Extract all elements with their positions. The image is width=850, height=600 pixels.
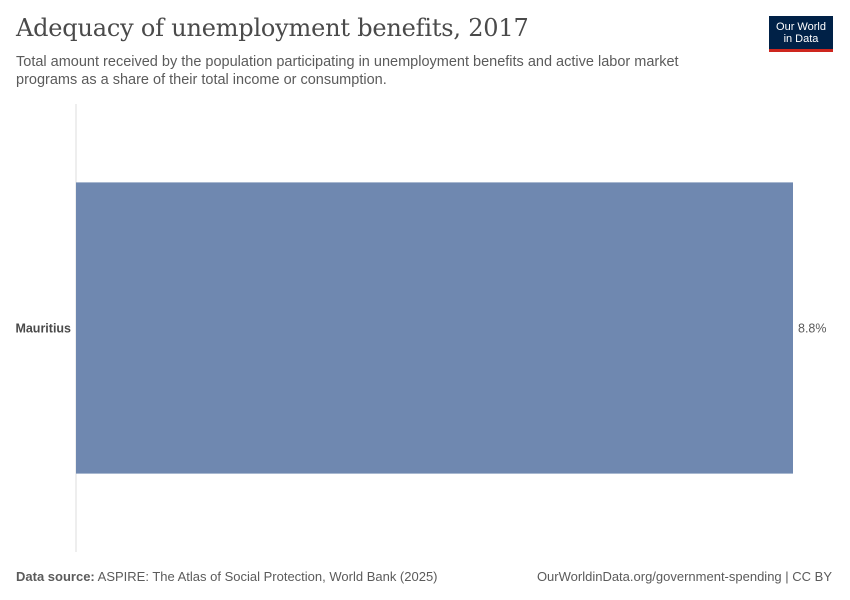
logo-line-2: in Data <box>783 32 819 45</box>
footer-url[interactable]: OurWorldinData.org/government-spending |… <box>536 569 832 584</box>
owid-logo[interactable]: Our World in Data <box>769 16 833 52</box>
logo-line-1: Our World <box>776 20 826 33</box>
chart-title: Adequacy of unemployment benefits, 2017 <box>16 14 529 42</box>
bars-group: Mauritius 8.8% <box>15 182 827 474</box>
source-text[interactable]: ASPIRE: The Atlas of Social Protection, … <box>97 569 438 584</box>
chart-subtitle: Total amount received by the population … <box>16 54 679 88</box>
footer-source: Data source: ASPIRE: The Atlas of Social… <box>16 569 438 584</box>
source-label: Data source: <box>16 569 95 584</box>
bar-mauritius[interactable] <box>76 182 793 474</box>
category-label: Mauritius <box>15 322 71 336</box>
value-label: 8.8% <box>798 322 827 336</box>
